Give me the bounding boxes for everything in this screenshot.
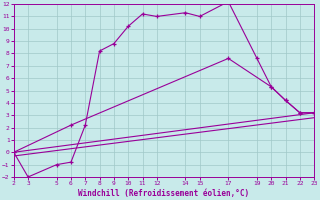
X-axis label: Windchill (Refroidissement éolien,°C): Windchill (Refroidissement éolien,°C) bbox=[78, 189, 250, 198]
